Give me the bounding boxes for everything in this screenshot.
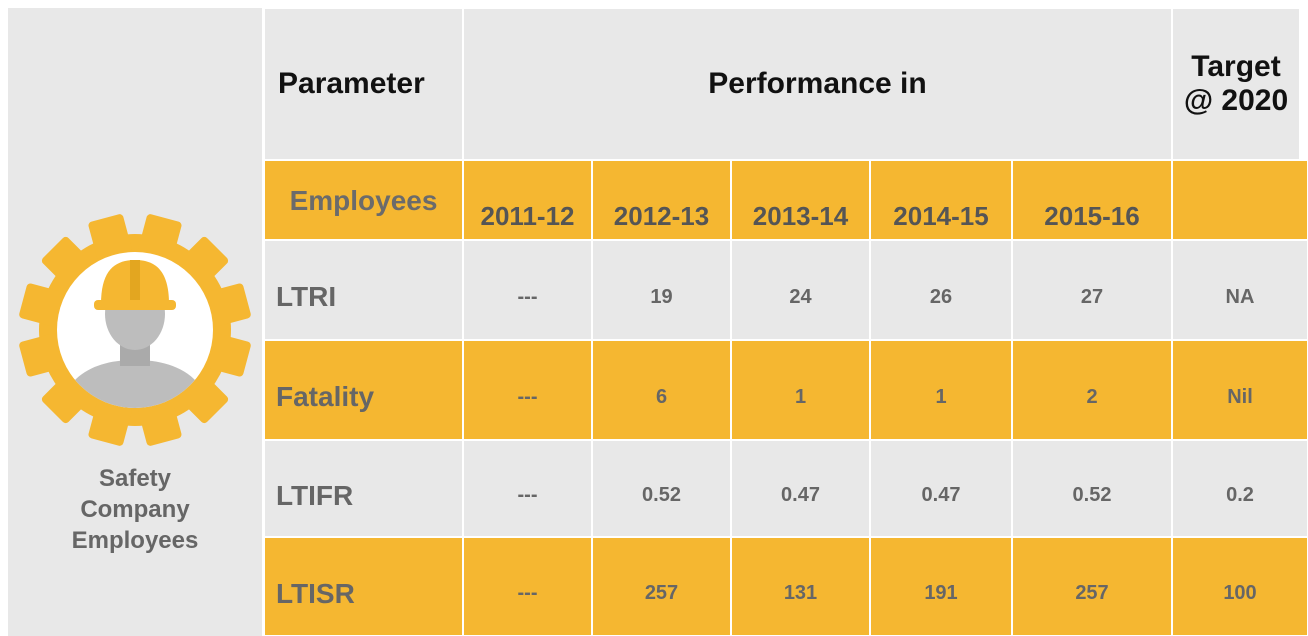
table-cell: 2014-15 — [871, 161, 1011, 239]
table-cell: Performance in — [464, 9, 1171, 159]
table-cell: 2013-14 — [732, 161, 869, 239]
table-cell: 1 — [732, 341, 869, 439]
table-cell: Fatality — [265, 341, 462, 439]
table-cell: --- — [464, 441, 591, 536]
table-cell: 2011-12 — [464, 161, 591, 239]
table-cell: 257 — [1013, 538, 1171, 635]
table-cell: 0.47 — [732, 441, 869, 536]
table-cell: LTRI — [265, 241, 462, 339]
table-cell: 24 — [732, 241, 869, 339]
table-cell: 2015-16 — [1013, 161, 1171, 239]
table-cell: 2012-13 — [593, 161, 730, 239]
table-cell: 131 — [732, 538, 869, 635]
table-cell: Parameter — [265, 9, 462, 159]
table-cell: 2 — [1013, 341, 1171, 439]
table-cell: --- — [464, 341, 591, 439]
table-cell: NA — [1173, 241, 1307, 339]
table-cell: 257 — [593, 538, 730, 635]
table-cell: 6 — [593, 341, 730, 439]
safety-icon — [19, 214, 251, 446]
table-cell: --- — [464, 538, 591, 635]
table-cell — [1173, 161, 1307, 239]
table-cell: 191 — [871, 538, 1011, 635]
table-cell: 26 — [871, 241, 1011, 339]
table-cell: --- — [464, 241, 591, 339]
table-cell: Target @ 2020 — [1173, 9, 1299, 159]
table-cell: 0.52 — [1013, 441, 1171, 536]
left-panel: Safety Company Employees — [8, 8, 262, 636]
table-cell: 27 — [1013, 241, 1171, 339]
table-cell: 19 — [593, 241, 730, 339]
table-cell: LTIFR — [265, 441, 462, 536]
table-cell: 0.2 — [1173, 441, 1307, 536]
table-cell: 0.52 — [593, 441, 730, 536]
table-cell: 100 — [1173, 538, 1307, 635]
table-cell: Nil — [1173, 341, 1307, 439]
table-cell: 0.47 — [871, 441, 1011, 536]
table-cell: Employees — [265, 161, 462, 239]
table-cell: LTISR — [265, 538, 462, 635]
table-cell: 1 — [871, 341, 1011, 439]
panel-label: Safety Company Employees — [71, 465, 199, 554]
